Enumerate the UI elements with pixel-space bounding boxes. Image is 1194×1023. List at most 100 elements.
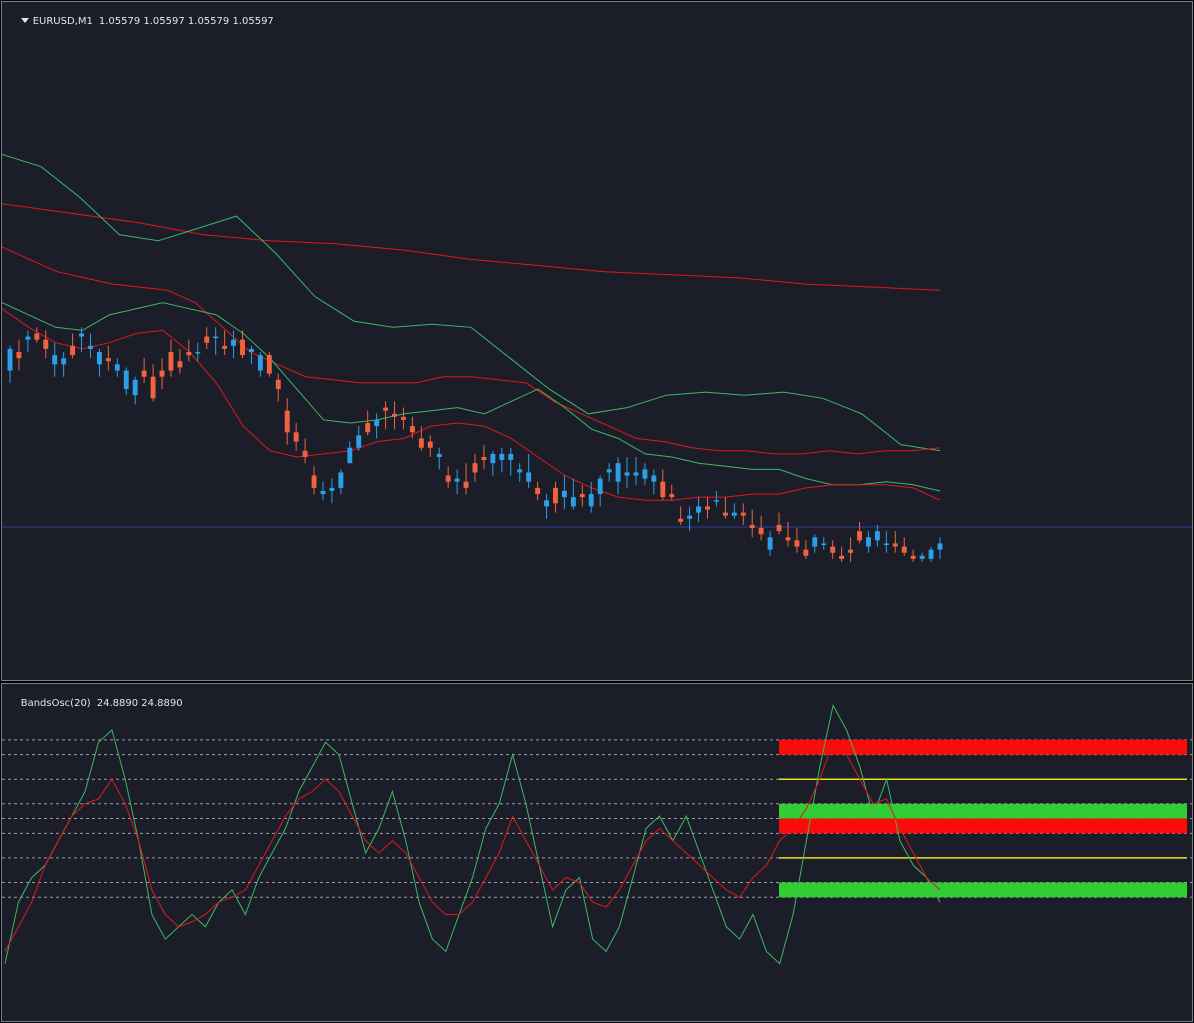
candle-bull [642,469,648,479]
candle-bear [427,441,433,448]
candle-bull [606,469,612,473]
candle-bull [499,453,505,461]
candle-bull [624,472,630,476]
candle-bull [526,472,532,482]
candle-bull [866,537,871,547]
candle-bull [821,543,827,545]
candle-bull [588,494,594,507]
candle-bull [919,555,925,559]
candle-bull [320,490,326,495]
candle-bear [204,336,210,343]
candle-bull [25,336,31,340]
band-middle-red [2,246,941,455]
candle-bear [392,413,397,417]
candle-bull [874,531,880,541]
candle-bull [517,469,523,473]
candle-bull [508,453,514,461]
candle-bull [79,333,84,337]
candle-bear [16,352,22,359]
candle-bull [731,512,737,516]
candle-bear [848,549,854,553]
price-chart-pane[interactable]: EURUSD,M1 1.05579 1.05597 1.05579 1.05597 [1,1,1193,681]
zone-red [779,739,1187,755]
candle-bull [347,447,353,464]
candle-bear [481,457,487,461]
candle-bull [812,537,818,547]
candle-bear [660,481,666,498]
band-upper-red [2,203,941,291]
candle-bull [570,497,576,507]
candle-bear [472,463,478,473]
candle-bear [535,487,541,495]
candle-bear [43,339,49,349]
candle-bear [70,345,76,356]
candle-bear [168,352,174,371]
band-lower-red [2,308,941,501]
candle-bull [88,345,93,349]
candle-bear [418,438,424,448]
candle-bear [240,339,245,356]
candle-bear [141,370,147,377]
candle-bull [213,336,219,339]
candle-bear [794,540,800,547]
candle-bear [177,361,183,368]
candle-bear [34,333,40,340]
candle-bear [401,416,406,420]
candle-bear [383,407,389,411]
candle-bull [195,352,201,354]
candle-bull [123,370,129,390]
candle-bear [150,376,156,399]
candle-bear [579,494,585,498]
candle-bull [883,543,889,545]
candle-bear [705,506,710,510]
candle-bull [937,543,943,550]
candle-bull [561,490,567,498]
candle-bull [687,515,693,519]
candle-bull [356,435,362,448]
candle-bull [96,352,102,365]
oscillator-pane[interactable]: BandsOsc(20) 24.8890 24.8890 [1,683,1193,1022]
candle-bull [651,475,657,482]
candle-bear [857,531,862,541]
candle-bull [767,537,773,550]
candlestick-chart [2,153,1192,562]
candle-bear [222,345,228,349]
candle-bear [830,546,836,553]
oscillator-chart [2,703,1192,965]
candle-bear [365,423,371,433]
candle-bull [490,453,496,464]
zone-red [779,818,1187,834]
candle-bull [374,419,380,427]
candle-bull [928,549,934,559]
candle-bull [61,358,67,365]
candle-bear [839,555,845,559]
oscillator-values: 24.8890 24.8890 [96,698,183,709]
candle-bear [910,555,916,559]
oscillator-header: BandsOsc(20) 24.8890 24.8890 [8,687,183,720]
candle-bear [553,487,558,504]
candle-bull [329,487,335,491]
candle-bear [293,432,299,442]
candle-bear [186,352,192,356]
candle-bear [275,379,281,390]
candle-bull [597,478,603,495]
candle-bull [231,339,237,346]
zone-green [779,882,1187,898]
candle-bull [436,453,442,457]
candle-bear [749,524,755,529]
candle-bull [544,500,549,507]
candle-bear [722,512,728,516]
candle-bear [901,546,907,553]
dropdown-triangle-icon[interactable] [20,18,29,23]
candle-bull [132,379,138,396]
candle-bear [302,450,308,457]
zone-green [779,803,1187,819]
candle-bear [409,426,415,433]
candle-bull [248,348,254,352]
candle-bear [284,410,290,433]
candle-bull [615,463,621,482]
symbol-header: EURUSD,M1 1.05579 1.05597 1.05579 1.05597 [8,5,274,38]
candle-bull [696,506,702,513]
candle-bear [678,518,684,522]
candle-bull [257,355,263,371]
